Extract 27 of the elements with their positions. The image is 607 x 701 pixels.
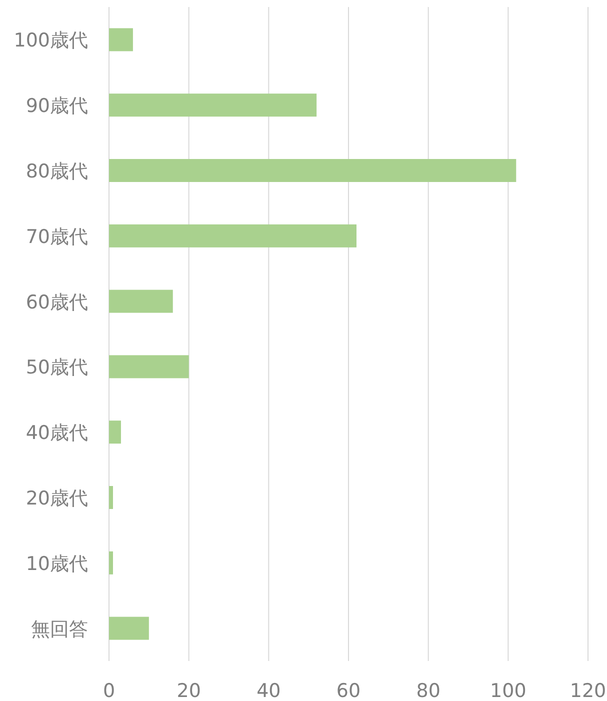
- bar: [109, 159, 516, 182]
- bar: [109, 28, 133, 52]
- y-tick-label: 60歳代: [26, 291, 88, 314]
- bar: [109, 224, 356, 248]
- y-tick-label: 無回答: [31, 618, 88, 640]
- x-tick-label: 0: [102, 680, 116, 701]
- bar: [109, 551, 113, 574]
- x-tick-label: 60: [336, 680, 361, 701]
- bar: [109, 94, 317, 117]
- bar: [109, 420, 121, 444]
- bar: [109, 616, 149, 640]
- y-tick-label: 20歳代: [26, 488, 88, 510]
- y-tick-label: 10歳代: [26, 552, 88, 575]
- bar: [109, 290, 173, 313]
- x-tick-label: 40: [256, 680, 281, 701]
- x-tick-label: 80: [416, 680, 440, 701]
- x-tick-label: 100: [490, 680, 526, 701]
- x-tick-label: 120: [570, 680, 606, 701]
- y-tick-label: 40歳代: [26, 422, 88, 444]
- bar: [109, 355, 189, 378]
- y-tick-label: 90歳代: [26, 95, 88, 118]
- y-tick-label: 70歳代: [26, 226, 88, 248]
- x-tick-label: 20: [176, 680, 201, 701]
- y-tick-label: 100歳代: [14, 30, 88, 52]
- y-tick-label: 80歳代: [26, 160, 88, 182]
- bar: [109, 486, 113, 509]
- y-tick-label: 50歳代: [26, 356, 88, 379]
